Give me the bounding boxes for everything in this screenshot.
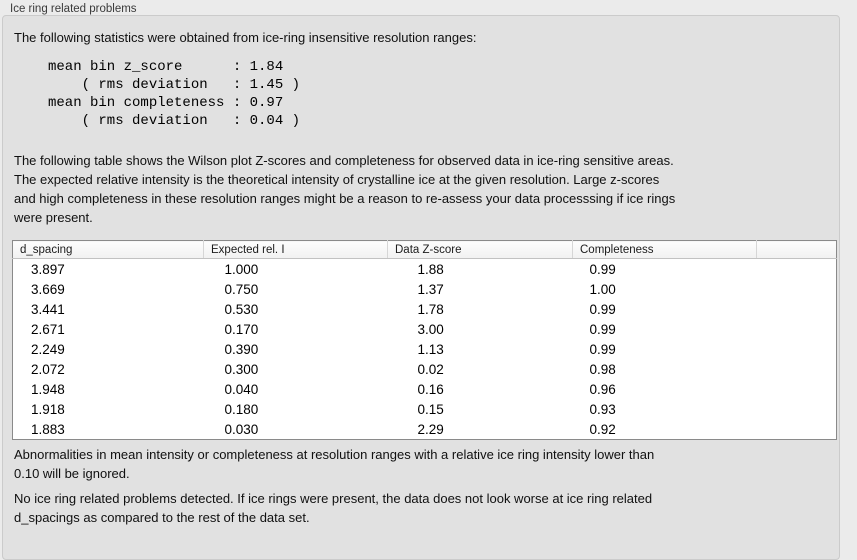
table-cell: 0.180: [224, 401, 259, 417]
table-cell: 1.948: [31, 381, 65, 397]
table-cell: 1.13: [417, 341, 444, 357]
table-cell: 3.441: [31, 301, 65, 317]
table-row[interactable]: 2.671 0.170 3.00 0.99: [13, 319, 837, 339]
table-row[interactable]: 2.249 0.390 1.13 0.99: [13, 339, 837, 359]
table-cell: 1.883: [31, 421, 65, 437]
table-cell: [757, 399, 837, 419]
table-cell: 2.671: [31, 321, 65, 337]
table-cell: 1.78: [417, 301, 444, 317]
ice-ring-table: d_spacing Expected rel. I Data Z-score Comp…: [12, 240, 837, 440]
table-cell: 0.98: [589, 361, 616, 377]
table-row[interactable]: 2.072 0.300 0.02 0.98: [13, 359, 837, 379]
table-row[interactable]: 1.948 0.040 0.16 0.96: [13, 379, 837, 399]
column-header-expected-rel-i[interactable]: Expected rel. I: [203, 240, 388, 259]
table-cell: [757, 359, 837, 379]
description-text: The following table shows the Wilson plo…: [14, 153, 676, 225]
table-row[interactable]: 1.918 0.180 0.15 0.93: [13, 399, 837, 419]
ice-ring-panel: { "panel": { "title": "Ice ring related …: [2, 3, 840, 560]
table-cell: 0.170: [224, 321, 259, 337]
table-cell: 0.99: [589, 321, 616, 337]
table-cell: 1.00: [589, 281, 616, 297]
column-header-d-spacing[interactable]: d_spacing: [12, 240, 204, 259]
table-cell: 0.040: [224, 381, 259, 397]
table-cell: 1.37: [417, 281, 444, 297]
table-cell: 0.96: [589, 381, 616, 397]
table-cell: 0.99: [589, 301, 616, 317]
table-cell: 3.00: [417, 321, 444, 337]
table-row[interactable]: 3.669 0.750 1.37 1.00: [13, 279, 837, 299]
table-cell: 0.02: [417, 361, 444, 377]
table-cell: 0.16: [417, 381, 444, 397]
table-cell: [757, 339, 837, 359]
table-cell: [757, 319, 837, 339]
table-cell: 2.29: [417, 421, 444, 437]
table-cell: [757, 259, 837, 280]
conclusion-text: No ice ring related problems detected. I…: [14, 491, 653, 525]
intro-text: The following statistics were obtained f…: [14, 30, 477, 45]
table-cell: 3.669: [31, 281, 65, 297]
table-header-row: d_spacing Expected rel. I Data Z-score Comp…: [12, 240, 837, 259]
table-cell: 1.000: [224, 261, 259, 277]
table-cell: 0.93: [589, 401, 616, 417]
table-cell: 3.897: [31, 261, 65, 277]
ignore-note-text: Abnormalities in mean intensity or compl…: [14, 447, 655, 481]
table-cell: 0.030: [224, 421, 259, 437]
table-cell: 0.15: [417, 401, 444, 417]
table-row[interactable]: 3.441 0.530 1.78 0.99: [13, 299, 837, 319]
table-cell: 1.88: [417, 261, 444, 277]
stats-block: mean bin z_score : 1.84 ( rms deviation …: [48, 59, 301, 129]
table-cell: 0.99: [589, 341, 616, 357]
table-cell: 2.072: [31, 361, 65, 377]
column-header-spacer: [756, 240, 837, 259]
panel-title: Ice ring related problems: [10, 3, 137, 15]
table-cell: 0.92: [589, 421, 616, 437]
table-cell: 0.530: [224, 301, 259, 317]
table-row[interactable]: 3.897 1.000 1.88 0.99: [13, 259, 837, 280]
table-cell: 0.99: [589, 261, 616, 277]
table-row[interactable]: 1.883 0.030 2.29 0.92: [13, 419, 837, 440]
column-header-data-z-score[interactable]: Data Z-score: [387, 240, 573, 259]
table-cell: 0.390: [224, 341, 259, 357]
table-cell: [757, 379, 837, 399]
ice-ring-group-box: The following statistics were obtained f…: [2, 15, 840, 560]
table-cell: 0.300: [224, 361, 259, 377]
table-cell: [757, 419, 837, 440]
table-cell: [757, 279, 837, 299]
table-cell: 1.918: [31, 401, 65, 417]
column-header-completeness[interactable]: Completeness: [572, 240, 757, 259]
table-cell: [757, 299, 837, 319]
table-cell: 2.249: [31, 341, 65, 357]
table-cell: 0.750: [224, 281, 259, 297]
